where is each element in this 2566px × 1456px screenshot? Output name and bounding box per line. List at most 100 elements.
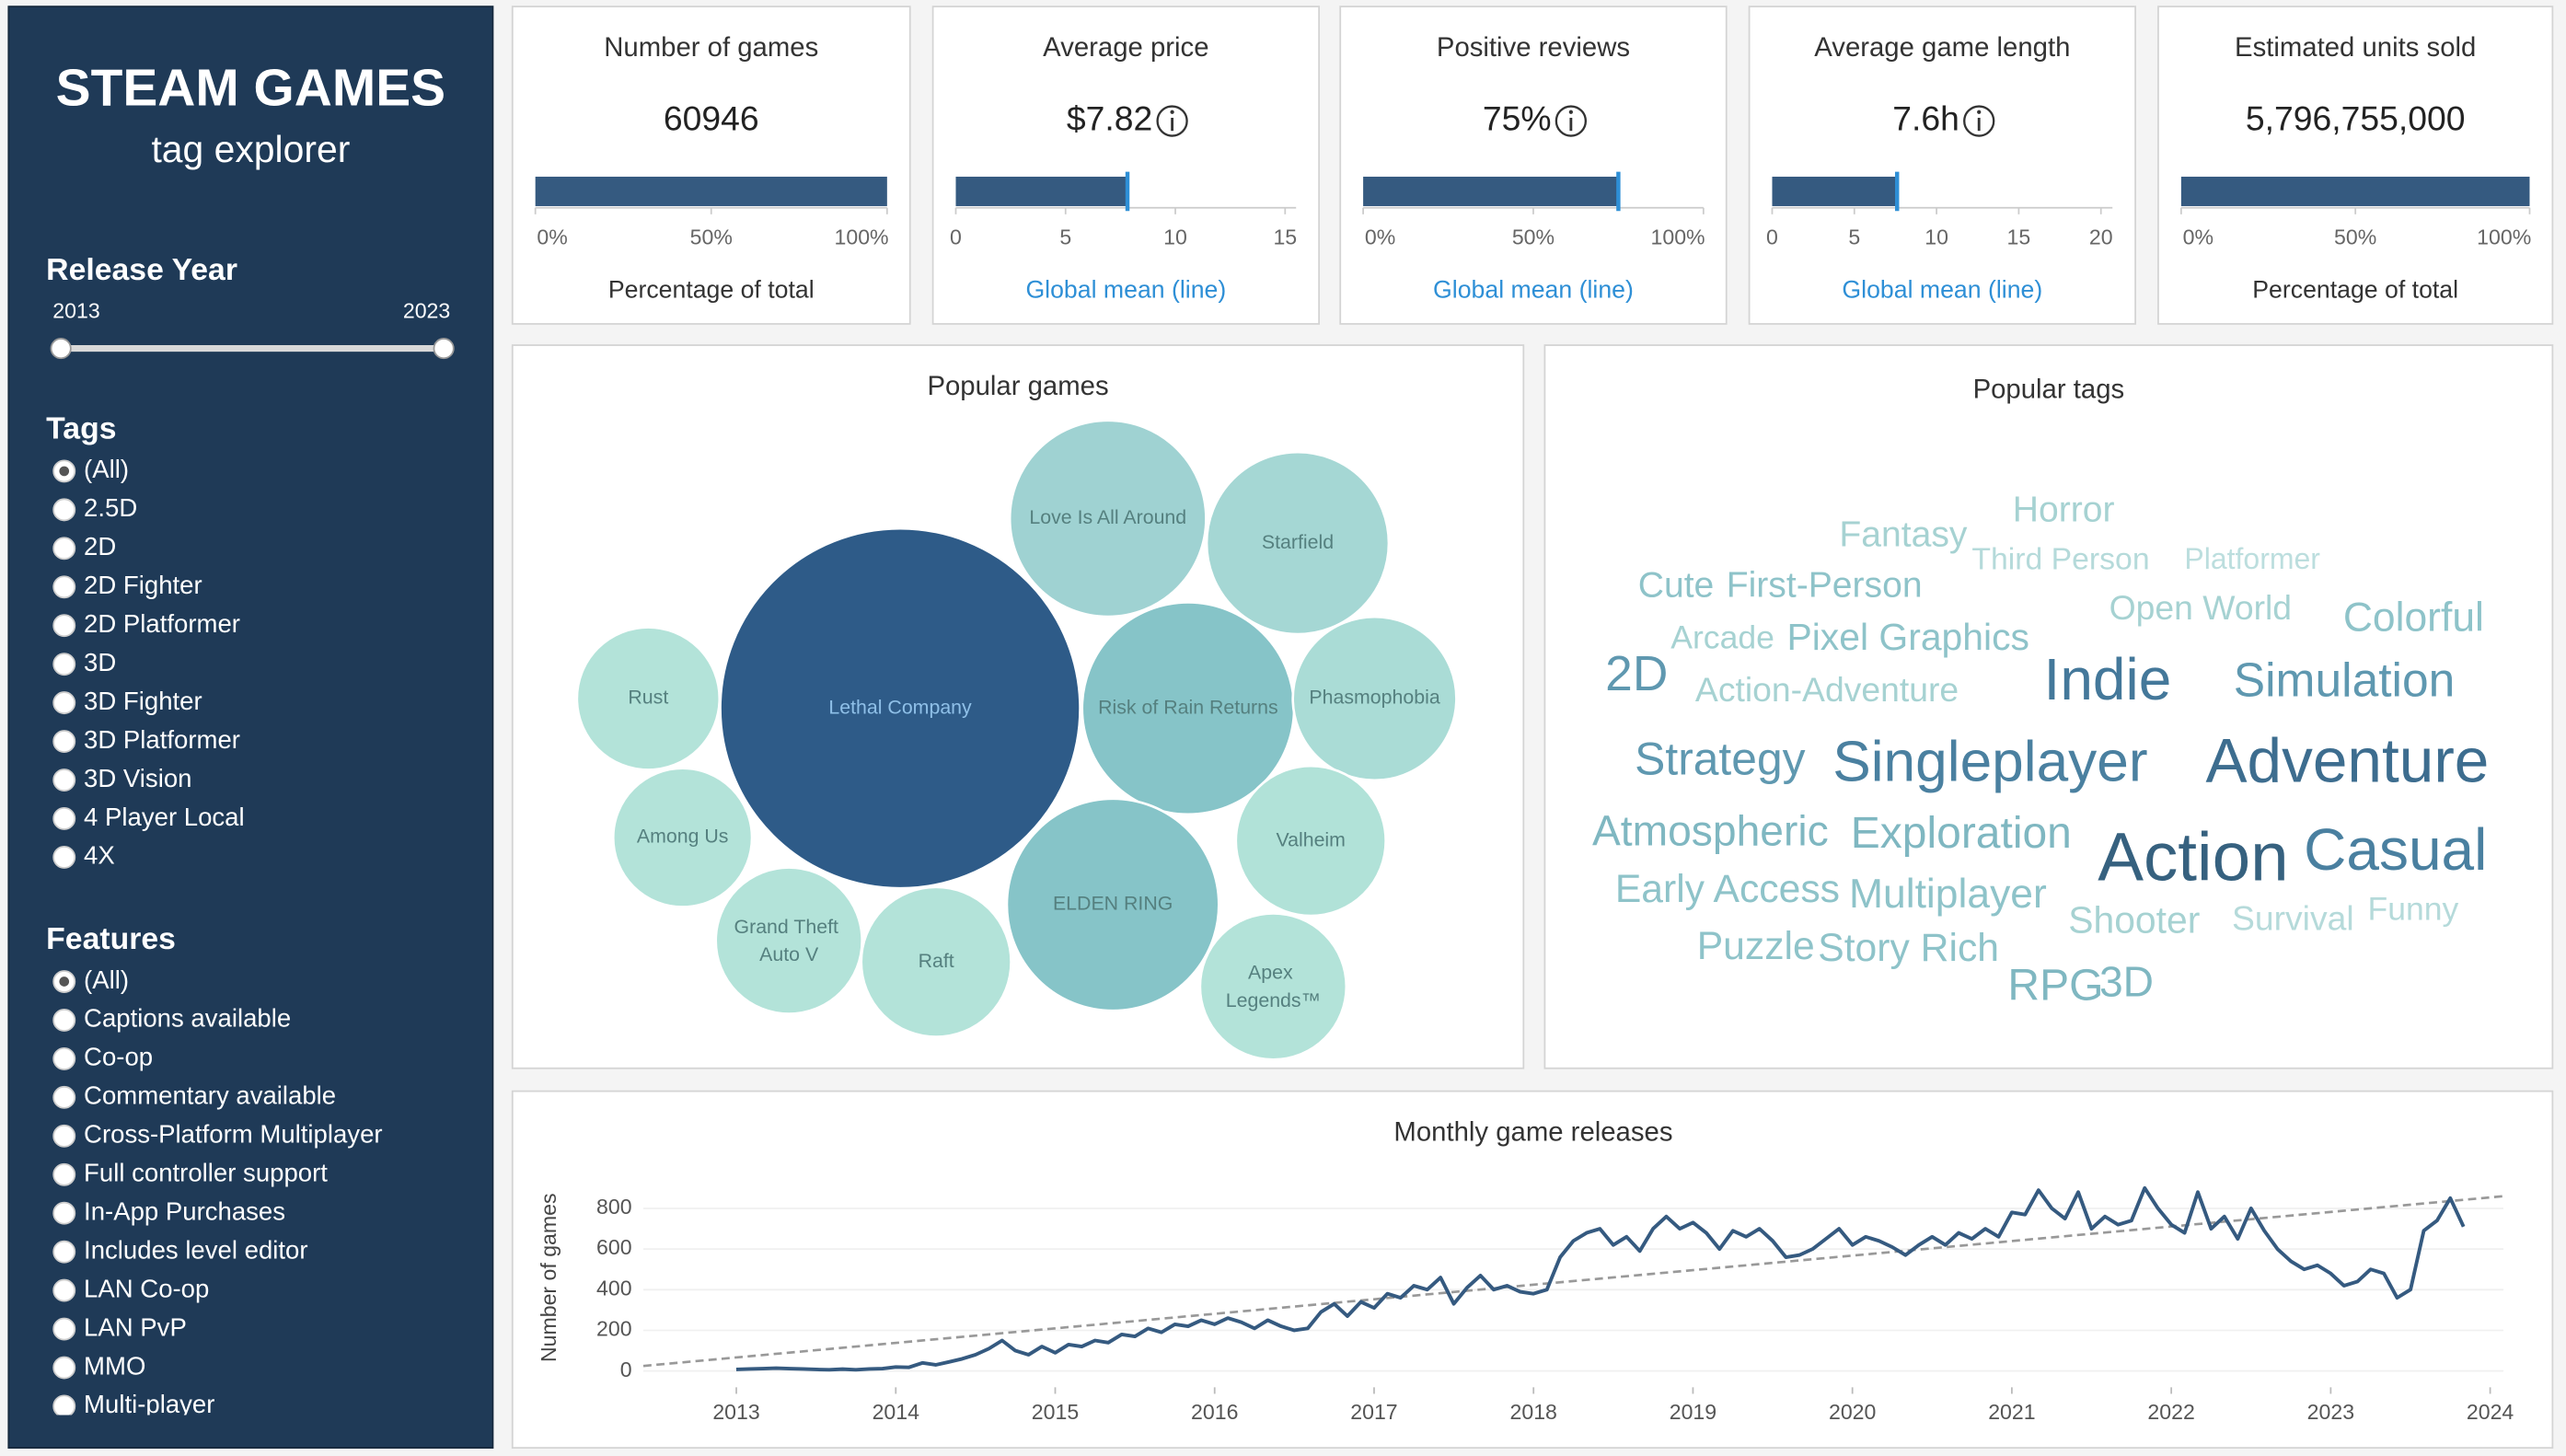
radio-option[interactable]: 3D [52,648,116,676]
radio-button[interactable] [52,614,76,638]
tag-word[interactable]: Exploration [1851,809,2072,858]
radio-button[interactable] [52,1009,76,1032]
radio-option[interactable]: Full controller support [52,1159,328,1187]
tag-word[interactable]: Platformer [2184,542,2320,575]
bubble[interactable] [714,866,864,1015]
radio-option[interactable]: 2D Fighter [52,571,202,599]
info-icon[interactable] [1963,105,1995,137]
radio-button[interactable] [52,1394,76,1416]
radio-button[interactable] [52,1278,76,1302]
radio-button[interactable] [52,653,76,676]
bubble[interactable] [611,767,754,908]
radio-button[interactable] [52,575,76,599]
radio-option[interactable]: 2.5D [52,493,137,522]
tag-word[interactable]: First-Person [1727,565,1923,605]
radio-button[interactable] [52,1124,76,1148]
tag-word[interactable]: 2D [1605,647,1668,701]
radio-option[interactable]: 2D Platformer [52,609,240,638]
radio-option[interactable]: Includes level editor [52,1235,308,1264]
tag-word[interactable]: Open World [2109,588,2292,627]
radio-button[interactable] [52,1240,76,1264]
radio-option[interactable]: 2D [52,532,116,560]
bubble[interactable] [1291,615,1458,782]
tag-word[interactable]: Action-Adventure [1695,670,1959,709]
tag-word[interactable]: Shooter [2068,898,2200,941]
bubble[interactable] [575,626,722,771]
radio-button[interactable] [52,1162,76,1186]
radio-label[interactable]: 3D Platformer [84,725,240,754]
tag-word[interactable]: Multiplayer [1849,872,2047,917]
radio-label[interactable]: LAN Co-op [84,1274,209,1302]
tag-word[interactable]: Action [2098,817,2288,895]
tag-word[interactable]: Singleplayer [1832,730,2147,793]
radio-label[interactable]: 2D Fighter [84,571,202,599]
radio-label[interactable]: 2D [84,532,116,560]
bubble[interactable] [1234,764,1388,918]
year-slider[interactable] [50,338,455,360]
radio-button[interactable] [52,537,76,560]
radio-button[interactable] [52,1201,76,1225]
radio-option[interactable]: Co-op [52,1043,153,1071]
bubble[interactable] [1005,797,1220,1012]
radio-option[interactable]: Cross-Platform Multiplayer [52,1120,383,1149]
radio-option[interactable]: 4 Player Local [52,803,245,831]
tag-word[interactable]: Colorful [2343,595,2484,640]
tag-word[interactable]: Fantasy [1839,514,1968,554]
radio-button[interactable] [52,845,76,869]
radio-label[interactable]: 4X [84,841,115,870]
radio-label[interactable]: Cross-Platform Multiplayer [84,1120,383,1149]
tag-word[interactable]: Story Rich [1818,926,1999,970]
tag-word[interactable]: Strategy [1635,733,1805,784]
radio-label[interactable]: Includes level editor [84,1235,307,1264]
radio-label[interactable]: LAN PvP [84,1312,187,1341]
tag-word[interactable]: Casual [2304,816,2487,883]
info-icon[interactable] [1156,105,1188,137]
tag-word[interactable]: 3D [2099,957,2154,1005]
radio-label[interactable]: (All) [84,965,129,994]
radio-button[interactable] [52,730,76,754]
radio-label[interactable]: (All) [84,455,129,483]
info-icon[interactable] [1555,105,1588,137]
radio-label[interactable]: Commentary available [84,1081,336,1110]
radio-label[interactable]: 2D Platformer [84,609,240,638]
radio-label[interactable]: 3D Fighter [84,687,202,715]
tag-word[interactable]: Early Access [1615,867,1840,911]
radio-button[interactable] [52,1046,76,1070]
bubble[interactable] [1205,450,1391,636]
radio-label[interactable]: 4 Player Local [84,803,245,831]
tag-word[interactable]: Pixel Graphics [1786,616,2029,658]
tag-word[interactable]: Simulation [2234,653,2456,707]
radio-option[interactable]: Multi-player [52,1390,214,1418]
radio-label[interactable]: MMO [84,1351,145,1380]
tag-word[interactable]: Adventure [2206,727,2490,796]
tag-word[interactable]: RPG [2007,961,2103,1010]
radio-option[interactable]: Commentary available [52,1081,336,1110]
radio-option[interactable]: (All) [52,455,129,483]
bubble[interactable] [719,526,1081,890]
radio-option[interactable]: LAN Co-op [52,1274,209,1302]
radio-option[interactable]: 3D Vision [52,764,191,792]
radio-button[interactable] [52,768,76,792]
tag-word[interactable]: Atmospheric [1592,807,1829,855]
radio-option[interactable]: LAN PvP [52,1312,187,1341]
radio-label[interactable]: 3D [84,648,116,676]
bubble[interactable] [860,885,1012,1038]
radio-label[interactable]: Full controller support [84,1159,328,1187]
radio-option[interactable]: 3D Fighter [52,687,202,715]
tag-word[interactable]: Puzzle [1697,924,1815,968]
radio-label[interactable]: Multi-player [84,1390,214,1418]
slider-handle[interactable] [50,338,72,360]
radio-label[interactable]: In-App Purchases [84,1196,285,1225]
tag-word[interactable]: Indie [2044,646,2172,712]
tag-word[interactable]: Horror [2013,491,2115,530]
radio-option[interactable]: MMO [52,1351,145,1380]
radio-button[interactable] [52,1085,76,1109]
radio-option[interactable]: 4X [52,841,115,870]
radio-button[interactable] [52,1356,76,1380]
tag-word[interactable]: Funny [2368,890,2459,927]
radio-button[interactable] [52,498,76,522]
radio-option[interactable]: (All) [52,965,129,994]
radio-button[interactable] [52,807,76,830]
radio-label[interactable]: 3D Vision [84,764,191,792]
radio-button[interactable] [52,691,76,715]
